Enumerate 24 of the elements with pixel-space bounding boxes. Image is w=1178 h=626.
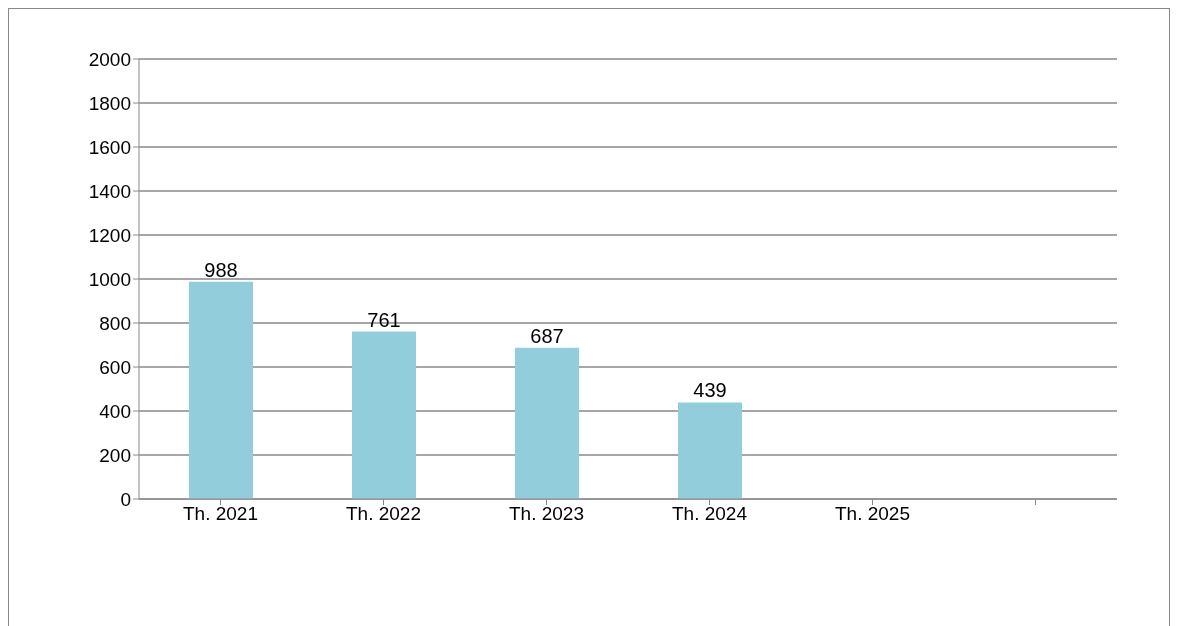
x-tick-label: Th. 2022 [346, 503, 421, 525]
bar [189, 281, 253, 499]
bar [352, 331, 416, 499]
data-label: 988 [204, 258, 238, 281]
data-label: 761 [367, 308, 401, 331]
data-label: 687 [530, 324, 564, 347]
y-tick-label: 800 [99, 312, 131, 334]
y-tick-label: 200 [99, 444, 131, 466]
y-tick-label: 2000 [88, 48, 131, 70]
y-tick-label: 1000 [88, 268, 131, 290]
x-tick-label: Th. 2025 [835, 503, 910, 525]
y-tick-label: 1400 [88, 180, 131, 202]
data-label: 439 [693, 379, 727, 402]
y-tick-label: 400 [99, 400, 131, 422]
bar [515, 347, 579, 499]
x-tick-label: Th. 2023 [509, 503, 584, 525]
y-tick-label: 1200 [88, 224, 131, 246]
y-tick-label: 1800 [88, 92, 131, 114]
y-tick-label: 0 [120, 488, 131, 510]
x-tick-label: Th. 2024 [672, 503, 748, 525]
y-tick-label: 600 [99, 356, 131, 378]
bar [678, 402, 742, 499]
y-tick-label: 1600 [88, 136, 131, 158]
x-tick-label: Th. 2021 [183, 503, 258, 525]
